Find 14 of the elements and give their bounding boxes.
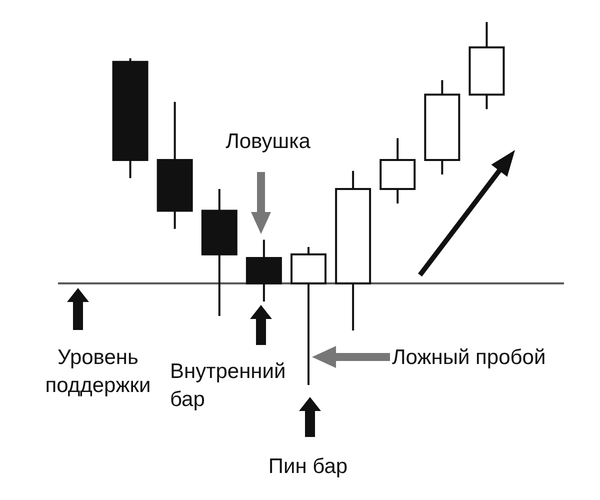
candlestick bbox=[468, 21, 505, 110]
text: Пин бар bbox=[267, 454, 349, 480]
annotation: Внутренний бар bbox=[170, 359, 286, 413]
candlestick bbox=[201, 188, 238, 318]
candlestick bbox=[156, 100, 193, 230]
candlestick bbox=[335, 170, 372, 332]
candlestick bbox=[424, 79, 460, 176]
annotation: Ловушка bbox=[224, 129, 312, 155]
candlestick bbox=[290, 246, 326, 386]
candlestick bbox=[112, 57, 148, 180]
annotation: Ложный пробой bbox=[392, 345, 547, 371]
candlestick bbox=[380, 137, 416, 204]
candlestick bbox=[246, 238, 282, 303]
ref-line-label: Уровень поддержки bbox=[44, 345, 152, 399]
